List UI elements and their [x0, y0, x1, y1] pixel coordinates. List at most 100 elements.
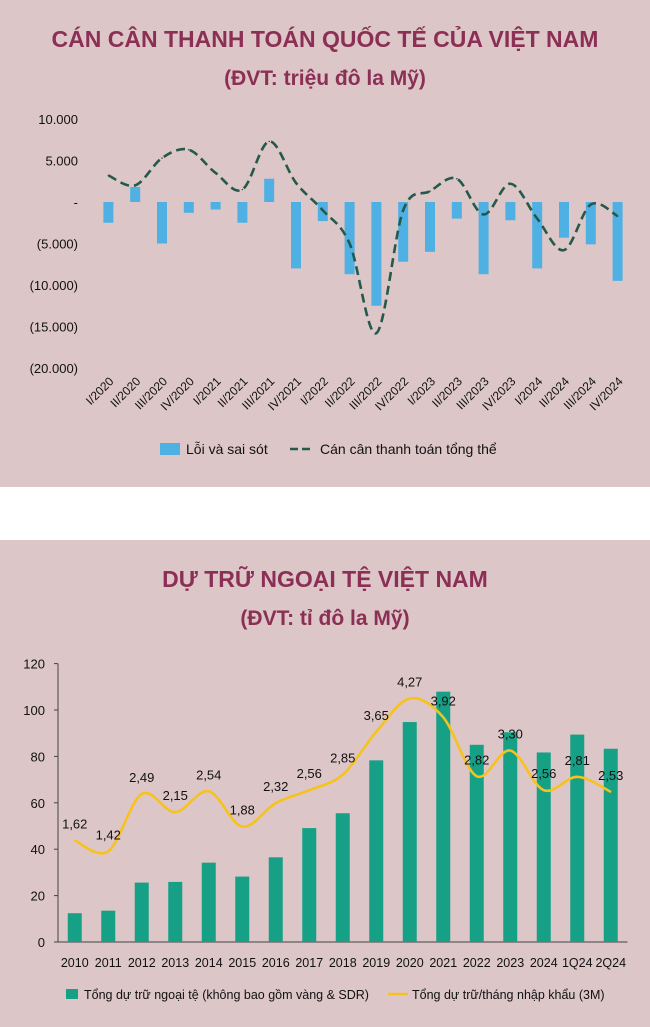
- reserves-chart-subtitle: (ĐVT: tỉ đô la Mỹ): [240, 607, 410, 630]
- point-du-tru-thang-nhap-khau: [174, 811, 177, 813]
- x-tick-label: 2017: [295, 956, 323, 970]
- point-can-can-thanh-toan: [536, 217, 538, 220]
- y-tick-label: 5.000: [45, 154, 78, 169]
- point-du-tru-thang-nhap-khau: [408, 697, 411, 700]
- point-can-can-thanh-toan: [134, 184, 136, 187]
- x-tick-label: 2020: [396, 956, 424, 970]
- bar-loi-va-sai-sot: [103, 202, 114, 223]
- bar-tong-du-tru: [369, 760, 384, 942]
- bar-tong-du-tru: [603, 748, 618, 942]
- point-du-tru-thang-nhap-khau: [576, 775, 579, 778]
- bar-loi-va-sai-sot: [237, 202, 248, 223]
- bar-loi-va-sai-sot: [451, 202, 462, 219]
- y-tick-label: 100: [23, 703, 45, 718]
- data-label: 2,53: [598, 768, 623, 783]
- reserves-chart-panel: DỰ TRỮ NGOẠI TỆ VIỆT NAM (ĐVT: tỉ đô la …: [0, 540, 650, 1027]
- data-label: 2,85: [330, 751, 355, 766]
- bar-tong-du-tru: [67, 913, 82, 942]
- bar-tong-du-tru: [436, 691, 451, 942]
- y-tick-label: 40: [31, 842, 45, 857]
- point-can-can-thanh-toan: [241, 188, 244, 191]
- point-du-tru-thang-nhap-khau: [207, 790, 210, 793]
- data-label: 2,81: [565, 753, 590, 768]
- x-tick-label: 2012: [128, 956, 156, 970]
- point-can-can-thanh-toan: [107, 174, 110, 177]
- point-can-can-thanh-toan: [482, 213, 485, 216]
- point-can-can-thanh-toan: [590, 203, 592, 206]
- y-tick-label: 20: [31, 889, 45, 904]
- legend-label-line: Cán cân thanh toán tổng thể: [320, 441, 497, 457]
- bar-tong-du-tru: [469, 744, 484, 942]
- point-can-can-thanh-toan: [429, 190, 431, 193]
- bar-tong-du-tru: [134, 882, 149, 942]
- bar-tong-du-tru: [268, 857, 283, 942]
- bar-loi-va-sai-sot: [210, 202, 221, 210]
- bar-tong-du-tru: [570, 734, 585, 942]
- bar-loi-va-sai-sot: [532, 202, 543, 269]
- bar-loi-va-sai-sot: [344, 202, 355, 275]
- line-can-can-thanh-toan-tong-the: [107, 140, 619, 335]
- point-can-can-thanh-toan: [348, 242, 351, 245]
- y-tick-label: (20.000): [30, 361, 78, 376]
- point-du-tru-thang-nhap-khau: [509, 749, 512, 752]
- y-tick-label: (15.000): [30, 320, 78, 335]
- bar-loi-va-sai-sot: [183, 202, 194, 213]
- bop-chart-plot: 10.000 5.000 - (5.000) (10.000) (15.000) (20.0…: [30, 112, 626, 457]
- x-tick-label: 2011: [95, 956, 122, 970]
- legend-label-line: Tổng dự trữ/tháng nhập khẩu (3M): [412, 988, 605, 1002]
- point-du-tru-thang-nhap-khau: [442, 716, 445, 719]
- bar-loi-va-sai-sot: [398, 202, 409, 262]
- point-du-tru-thang-nhap-khau: [140, 793, 143, 795]
- data-label: 2,56: [531, 766, 556, 781]
- x-tick-label: 2013: [161, 956, 189, 970]
- point-can-can-thanh-toan: [188, 148, 190, 151]
- data-label: 3,65: [364, 708, 389, 723]
- data-label: 1,42: [96, 827, 121, 842]
- y-tick-label: 120: [23, 657, 45, 672]
- data-label: 2,82: [464, 752, 489, 767]
- bop-chart-subtitle: (ĐVT: triệu đô la Mỹ): [224, 67, 426, 90]
- legend-label-bar: Lỗi và sai sót: [186, 441, 268, 457]
- point-can-can-thanh-toan: [161, 157, 163, 159]
- point-can-can-thanh-toan: [214, 172, 217, 174]
- point-du-tru-thang-nhap-khau: [274, 802, 277, 804]
- bar-loi-va-sai-sot: [264, 178, 275, 202]
- data-label: 2,54: [196, 767, 221, 782]
- bop-chart-panel: CÁN CÂN THANH TOÁN QUỐC TẾ CỦA VIỆT NAM …: [0, 0, 650, 487]
- data-label: 2,32: [263, 779, 288, 794]
- x-tick-label: 2014: [195, 956, 223, 970]
- point-du-tru-thang-nhap-khau: [308, 789, 311, 791]
- bar-tong-du-tru: [101, 910, 116, 942]
- x-tick-label: 2023: [496, 956, 524, 970]
- point-can-can-thanh-toan: [456, 177, 458, 180]
- reserves-chart-plot: 0 20 40 60 80 100 120 2010 2011 2012 2013 2014 2015 2…: [23, 657, 628, 1002]
- bar-tong-du-tru: [168, 881, 183, 942]
- bar-loi-va-sai-sot: [130, 187, 141, 202]
- point-can-can-thanh-toan: [375, 332, 378, 334]
- bar-loi-va-sai-sot: [505, 202, 516, 221]
- point-du-tru-thang-nhap-khau: [475, 775, 478, 778]
- bar-tong-du-tru: [201, 862, 216, 942]
- bar-tong-du-tru: [536, 752, 551, 942]
- bar-loi-va-sai-sot: [371, 202, 382, 306]
- bar-loi-va-sai-sot: [425, 202, 435, 252]
- y-tick-label: (10.000): [30, 278, 78, 293]
- x-tick-label: 1Q24: [562, 956, 593, 970]
- point-du-tru-thang-nhap-khau: [609, 790, 612, 793]
- x-tick-label: 2015: [228, 956, 256, 970]
- bar-loi-va-sai-sot: [559, 202, 569, 238]
- y-tick-label: 10.000: [38, 112, 78, 127]
- point-du-tru-thang-nhap-khau: [241, 825, 244, 828]
- data-label: 1,62: [62, 817, 87, 832]
- data-label: 2,56: [297, 766, 322, 781]
- bar-tong-du-tru: [503, 732, 518, 942]
- y-tick-label: (5.000): [37, 237, 78, 252]
- x-tick-label: 2016: [262, 956, 290, 970]
- bop-chart-title: CÁN CÂN THANH TOÁN QUỐC TẾ CỦA VIỆT NAM: [51, 26, 599, 52]
- bar-tong-du-tru: [235, 876, 250, 942]
- x-tick-label: 2022: [463, 956, 491, 970]
- bar-tong-du-tru: [335, 813, 350, 942]
- x-tick-label: 2024: [530, 956, 558, 970]
- y-tick-label: -: [74, 195, 78, 210]
- x-tick-label: 2Q24: [595, 956, 626, 970]
